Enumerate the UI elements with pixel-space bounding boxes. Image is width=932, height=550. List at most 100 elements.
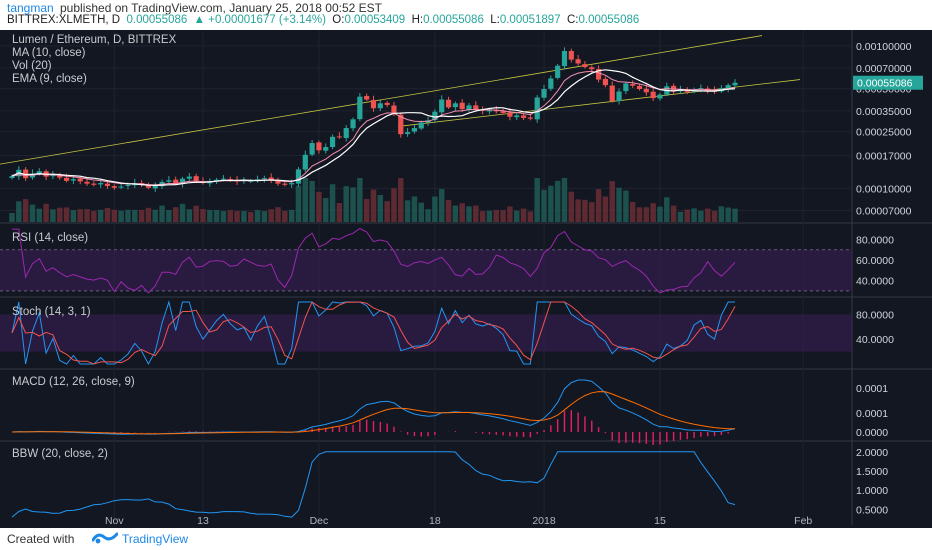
price-tick-label: 0.00100000 [856,41,912,53]
price-tick-label: 0.00010000 [856,183,912,195]
volume-bar [486,210,493,222]
candle-body [343,128,349,138]
symbol-label: BITTREX:XLMETH, D [7,14,121,26]
publish-info: published on TradingView.com, January 25… [60,1,382,15]
candle-body [193,176,199,181]
macd-tick-label: 0.0001 [856,408,888,420]
volume-bar [554,180,561,222]
volume-bar [377,194,384,222]
volume-bar [725,207,731,222]
volume-bar [350,187,356,222]
signal-line [11,391,735,435]
close-value: 0.00055086 [578,14,640,26]
volume-bar [336,203,343,222]
price-badge-label: 0.00055086 [857,78,913,90]
candle-body [186,176,192,179]
high-label: H: [411,14,424,26]
volume-bar [534,178,540,222]
rsi-title: RSI (14, close) [12,232,88,244]
volume-bar [636,207,643,222]
candle-body [548,78,554,89]
chart-area[interactable]: 0.001000000.000700000.000500000.00035000… [0,30,932,528]
candle-body [555,65,561,78]
candle-body [357,96,363,120]
candle-body [261,178,267,180]
rsi-line [12,227,736,294]
last-price: 0.00055086 [126,14,188,26]
volume-bar [220,211,227,222]
legend-ma: MA (10, close) [12,47,86,59]
candle-body [507,112,513,117]
candle-body [98,183,104,185]
rsi-band [0,249,852,291]
volume-bar [623,190,629,222]
candle-body [36,171,42,175]
bbw-line [11,451,736,518]
author-link[interactable]: tangman [7,1,54,15]
candle-body [214,179,220,182]
volume-bar [16,201,22,222]
candle-body [23,169,29,179]
candle-body [568,50,574,60]
candle-body [636,85,643,89]
candle-body [398,114,404,135]
candle-body [411,128,418,132]
volume-bar [616,187,622,222]
up-arrow-icon: ▲ [193,14,206,26]
pane-titles: Lumen / Ethereum, D, BITTREX MA (10, clo… [12,34,177,460]
candle-body [452,103,458,108]
volume-bar [118,210,124,222]
candle-body [432,111,438,120]
volume-bar [111,209,118,222]
channel-upper-line [0,35,763,165]
volume-bar [595,189,602,222]
candle-body [514,115,520,118]
candle-body [77,178,83,182]
candle-body [623,83,629,92]
volume-bar [684,209,690,222]
volume-bar [691,208,697,222]
main-title: Lumen / Ethereum, D, BITTREX [12,34,177,46]
candle-body [145,184,152,188]
bbw-tick-label: 2.0000 [856,447,888,459]
volume-bar [548,185,554,222]
volume-bar [452,205,459,222]
candle-body [316,142,322,151]
volume-bar [500,210,506,222]
candle-body [295,169,302,184]
volume-bar [302,178,309,222]
volume-bar [200,209,206,222]
low-label: L: [490,14,500,26]
candle-body [534,97,540,120]
volume-bar [479,211,486,222]
trend-channel [0,35,801,165]
footer-bar: Created with TradingView [0,528,932,550]
macd-title: MACD (12, 26, close, 9) [12,376,135,388]
volume-bar [438,189,445,222]
volume-bar [43,203,49,222]
volume-bar [36,208,43,222]
volume-bar [268,209,274,222]
x-tick-label: Nov [105,515,124,527]
volume-bar [288,209,295,222]
candle-body [725,85,731,89]
candle-body [671,85,677,91]
candle-body [302,154,308,170]
volume-bar [275,207,281,222]
candle-body [439,99,445,113]
candle-body [118,186,124,188]
candle-body [336,136,342,138]
volume-bar [602,196,609,222]
candle-body [289,183,295,185]
candle-body [268,177,274,181]
y-axis-labels: 0.001000000.000700000.000500000.00035000… [856,41,912,517]
stoch-title: Stoch (14, 3, 1) [12,306,91,318]
bbw-tick-label: 1.5000 [856,466,888,478]
tradingview-logo-icon[interactable] [92,531,118,545]
candle-body [50,174,56,177]
candle-body [384,102,390,105]
volume-bar [589,202,595,222]
tradingview-link[interactable]: TradingView [122,532,189,546]
candle-body [561,50,568,67]
volume-bars [9,178,738,222]
